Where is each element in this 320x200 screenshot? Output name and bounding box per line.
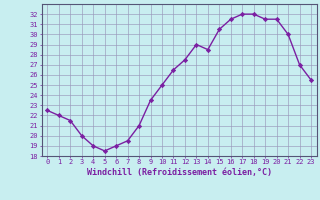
X-axis label: Windchill (Refroidissement éolien,°C): Windchill (Refroidissement éolien,°C) — [87, 168, 272, 177]
